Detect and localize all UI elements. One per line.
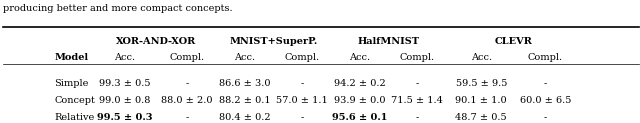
Text: 71.5 ± 1.4: 71.5 ± 1.4 (391, 96, 444, 105)
Text: 59.5 ± 9.5: 59.5 ± 9.5 (456, 79, 507, 88)
Text: Compl.: Compl. (170, 53, 204, 62)
Text: 57.0 ± 1.1: 57.0 ± 1.1 (276, 96, 328, 105)
Text: Acc.: Acc. (114, 53, 136, 62)
Text: 60.0 ± 6.5: 60.0 ± 6.5 (520, 96, 571, 105)
Text: 95.6 ± 0.1: 95.6 ± 0.1 (332, 113, 387, 122)
Text: HalfMNIST: HalfMNIST (358, 37, 419, 46)
Text: producing better and more compact concepts.: producing better and more compact concep… (3, 4, 233, 13)
Text: -: - (300, 79, 304, 88)
Text: -: - (300, 113, 304, 122)
Text: -: - (415, 79, 419, 88)
Text: Acc.: Acc. (470, 53, 492, 62)
Text: -: - (543, 113, 547, 122)
Text: Compl.: Compl. (285, 53, 319, 62)
Text: 90.1 ± 1.0: 90.1 ± 1.0 (456, 96, 507, 105)
Text: 99.5 ± 0.3: 99.5 ± 0.3 (97, 113, 152, 122)
Text: 99.0 ± 0.8: 99.0 ± 0.8 (99, 96, 150, 105)
Text: Concept: Concept (54, 96, 95, 105)
Text: -: - (415, 113, 419, 122)
Text: 80.4 ± 0.2: 80.4 ± 0.2 (219, 113, 270, 122)
Text: Acc.: Acc. (234, 53, 255, 62)
Text: 86.6 ± 3.0: 86.6 ± 3.0 (219, 79, 270, 88)
Text: 48.7 ± 0.5: 48.7 ± 0.5 (456, 113, 507, 122)
Text: MNIST+SuperP.: MNIST+SuperP. (229, 37, 317, 46)
Text: Acc.: Acc. (349, 53, 371, 62)
Text: Model: Model (54, 53, 88, 62)
Text: Relative: Relative (54, 113, 95, 122)
Text: CLEVR: CLEVR (494, 37, 532, 46)
Text: 88.0 ± 2.0: 88.0 ± 2.0 (161, 96, 212, 105)
Text: -: - (543, 79, 547, 88)
Text: 93.9 ± 0.0: 93.9 ± 0.0 (334, 96, 385, 105)
Text: 94.2 ± 0.2: 94.2 ± 0.2 (334, 79, 385, 88)
Text: Compl.: Compl. (528, 53, 563, 62)
Text: 88.2 ± 0.1: 88.2 ± 0.1 (219, 96, 270, 105)
Text: Compl.: Compl. (400, 53, 435, 62)
Text: -: - (185, 113, 189, 122)
Text: Simple: Simple (54, 79, 89, 88)
Text: XOR-AND-XOR: XOR-AND-XOR (116, 37, 196, 46)
Text: -: - (185, 79, 189, 88)
Text: 99.3 ± 0.5: 99.3 ± 0.5 (99, 79, 150, 88)
